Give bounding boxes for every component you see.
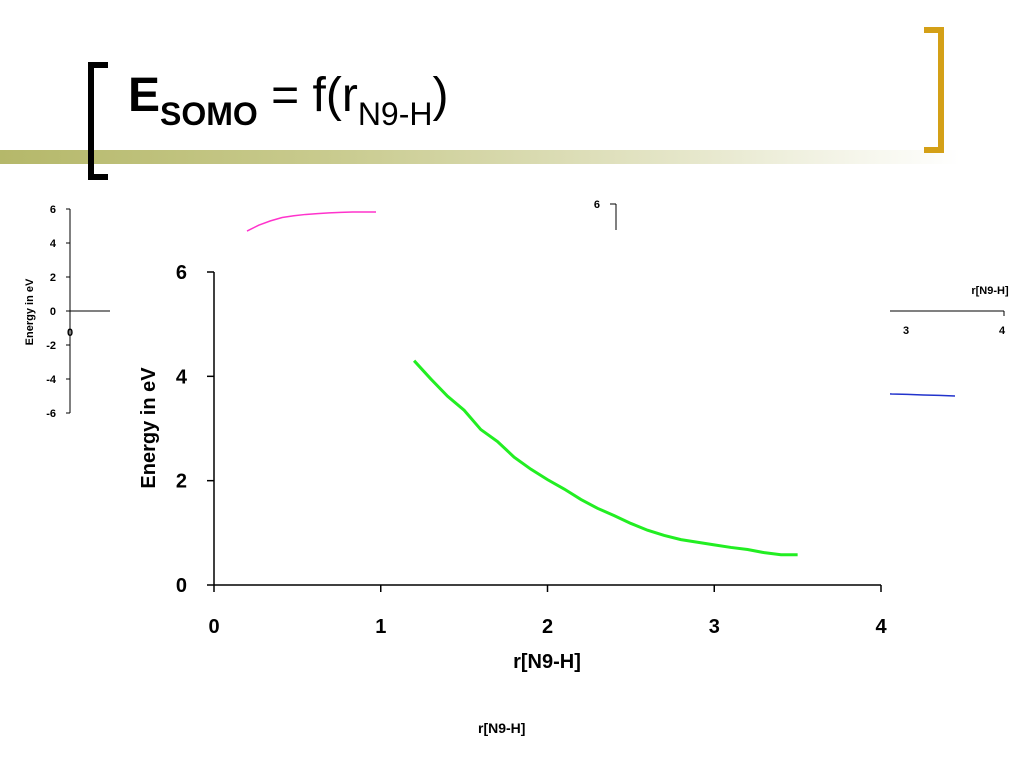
title-main: E xyxy=(128,69,161,122)
back-left-y-tick-label: 0 xyxy=(50,306,56,318)
bottom-x-axis-label: r[N9-H] xyxy=(478,720,526,736)
back-left-y-tick-label: -4 xyxy=(46,374,57,386)
back-left-y-tick-label: -6 xyxy=(46,408,56,420)
front-chart-panel xyxy=(118,237,890,677)
slide-title: ESOMO = f(rN9-H) xyxy=(128,69,449,131)
front-series-line xyxy=(412,359,798,557)
title-close: ) xyxy=(432,69,449,122)
back-right-x-tick-label: 4 xyxy=(999,325,1006,337)
front-x-axis-label: r[N9-H] xyxy=(513,651,581,673)
front-y-axis-label: Energy in eV xyxy=(138,367,160,489)
front-x-tick-label: 4 xyxy=(875,616,887,638)
back-right-x-tick-label: 3 xyxy=(903,325,909,337)
back-right-x-axis-label: r[N9-H] xyxy=(971,285,1009,297)
front-x-tick-label: 1 xyxy=(375,616,386,638)
back-left-x-tick-label: 0 xyxy=(67,327,73,339)
title-equation: = f(r xyxy=(257,69,358,122)
back-left-y-tick-label: 2 xyxy=(50,272,56,284)
title-underline-bar xyxy=(0,150,960,164)
back-right-y-tick-label: 6 xyxy=(594,199,600,211)
front-y-tick-label: 0 xyxy=(176,575,187,597)
front-y-tick-label: 6 xyxy=(176,262,187,284)
front-x-tick-label: 3 xyxy=(709,616,720,638)
front-x-tick-label: 2 xyxy=(542,616,553,638)
back-left-series-line xyxy=(246,211,376,232)
back-left-y-axis-label: Energy in eV xyxy=(24,278,36,345)
front-y-tick-label: 2 xyxy=(176,471,187,493)
title-r-subscript: N9-H xyxy=(357,96,433,132)
right-bracket-decoration xyxy=(924,27,944,153)
front-y-tick-label: 4 xyxy=(176,366,188,388)
back-left-y-tick-label: 6 xyxy=(50,204,56,216)
left-bracket-decoration xyxy=(88,62,108,180)
front-x-tick-label: 0 xyxy=(208,616,219,638)
back-left-y-tick-label: 4 xyxy=(50,238,57,250)
title-subscript: SOMO xyxy=(160,96,258,132)
back-left-y-tick-label: -2 xyxy=(46,340,56,352)
